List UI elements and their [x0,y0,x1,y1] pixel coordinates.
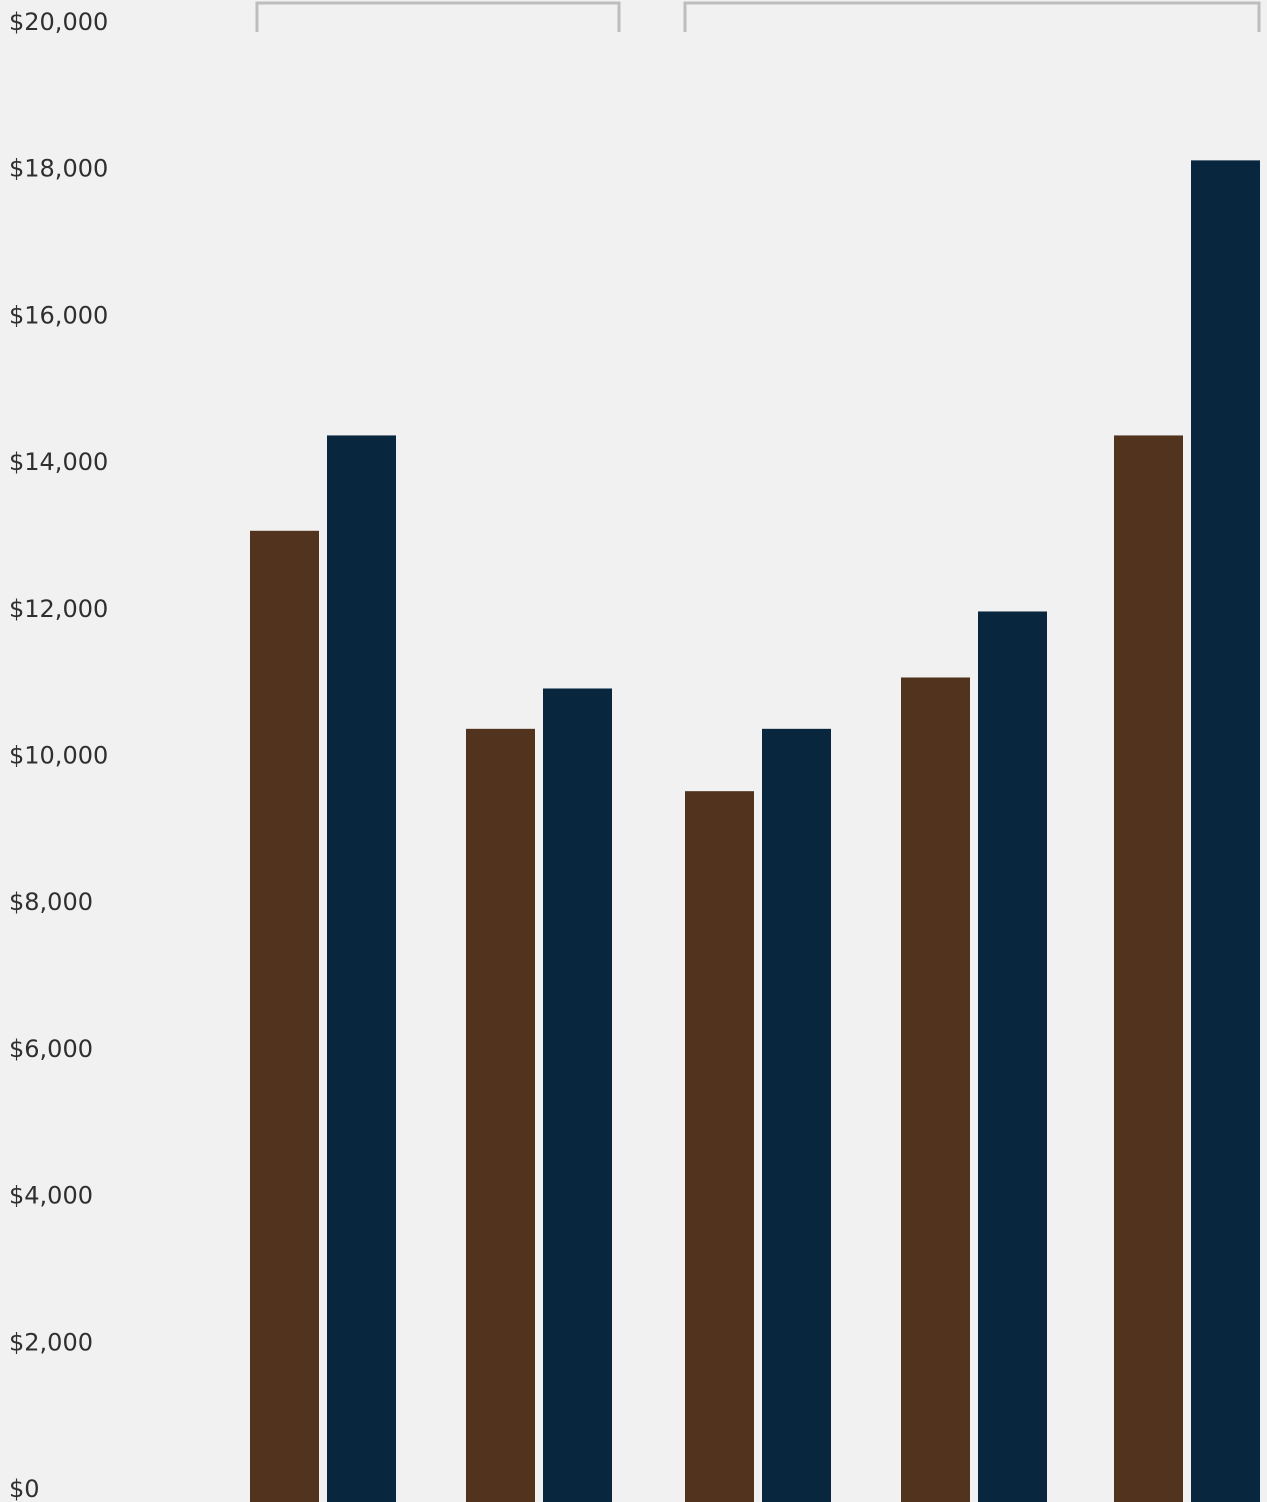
y-tick-label: $10,000 [9,742,108,770]
bar-series-1-category-3 [685,791,754,1502]
y-tick-label: $2,000 [9,1328,93,1356]
y-tick-label: $8,000 [9,888,93,916]
bar-series-1-category-4 [901,677,970,1502]
y-tick-label: $16,000 [9,301,108,329]
group-bracket-2 [683,1,1261,32]
y-tick-label: $14,000 [9,448,108,476]
bar-series-1-category-5 [1114,435,1183,1502]
bars [250,160,1260,1502]
y-tick-label: $20,000 [9,8,108,36]
bar-series-1-category-1 [250,530,319,1502]
y-tick-label: $18,000 [9,155,108,183]
y-tick-label: $4,000 [9,1182,93,1210]
y-axis: $0 $2,000 $4,000 $6,000 $8,000 $10,000 $12,000… [9,8,108,1502]
bar-series-2-category-5 [1191,160,1260,1502]
group-bracket-1 [255,1,621,32]
bar-series-2-category-3 [762,728,831,1502]
bar-series-2-category-2 [543,688,612,1502]
bar-series-2-category-1 [327,435,396,1502]
category-group-brackets [255,1,1261,32]
y-tick-label: $0 [9,1475,40,1502]
bar-series-2-category-4 [978,611,1047,1502]
y-tick-label: $6,000 [9,1035,93,1063]
bar-series-1-category-2 [466,728,535,1502]
y-tick-label: $12,000 [9,595,108,623]
